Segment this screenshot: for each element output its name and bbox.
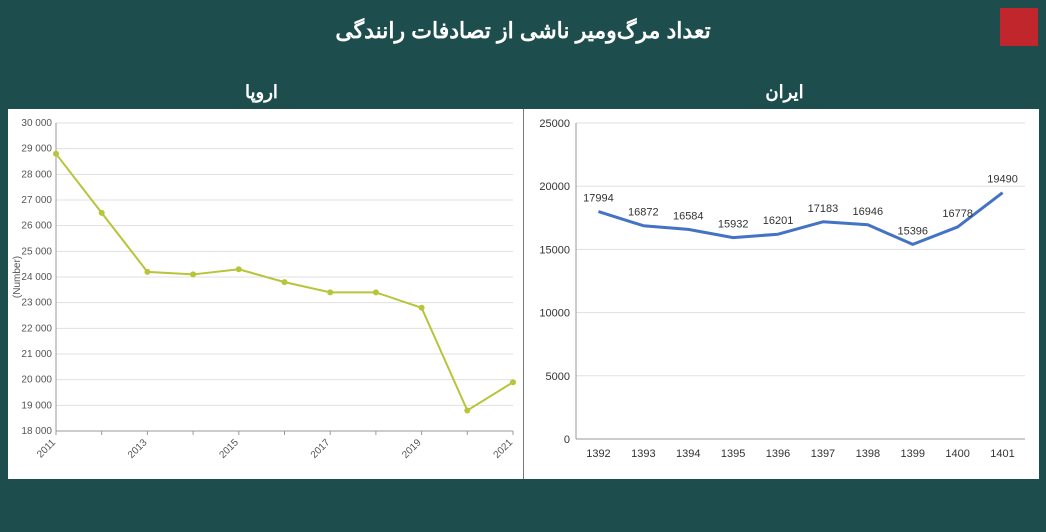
svg-text:1400: 1400 (945, 448, 969, 460)
charts-row: 18 000 19 000 20 000 21 000 22 000 23 000 24 0… (8, 109, 1038, 479)
svg-text:27 000: 27 000 (21, 195, 52, 206)
svg-text:15932: 15932 (718, 219, 749, 231)
chart-panel-iran: 0 5000 10000 15000 20000 25000 1392 1393 1394 139… (523, 109, 1039, 479)
svg-text:2019: 2019 (400, 437, 424, 461)
subtitle-right: ایران (523, 82, 1046, 103)
svg-text:2013: 2013 (126, 437, 150, 461)
svg-text:30 000: 30 000 (21, 118, 52, 129)
subtitles-row: اروپا ایران (0, 82, 1046, 103)
svg-text:1401: 1401 (990, 448, 1014, 460)
svg-text:17994: 17994 (583, 193, 614, 205)
corner-accent (1000, 8, 1038, 46)
svg-text:2017: 2017 (309, 437, 333, 461)
svg-text:25000: 25000 (539, 118, 570, 130)
svg-text:28 000: 28 000 (21, 169, 52, 180)
svg-text:1393: 1393 (631, 448, 655, 460)
svg-text:18 000: 18 000 (21, 426, 52, 437)
svg-text:2021: 2021 (492, 437, 516, 461)
svg-text:24 000: 24 000 (21, 272, 52, 283)
svg-text:22 000: 22 000 (21, 323, 52, 334)
svg-text:(Number): (Number) (12, 256, 23, 298)
svg-text:26 000: 26 000 (21, 221, 52, 232)
svg-text:15396: 15396 (897, 225, 928, 237)
svg-text:1397: 1397 (811, 448, 835, 460)
svg-text:10000: 10000 (539, 308, 570, 320)
svg-text:1392: 1392 (586, 448, 610, 460)
svg-text:29 000: 29 000 (21, 144, 52, 155)
europe-line-chart: 18 000 19 000 20 000 21 000 22 000 23 000 24 0… (8, 109, 523, 479)
chart-panel-europe: 18 000 19 000 20 000 21 000 22 000 23 000 24 0… (8, 109, 523, 479)
iran-line-chart: 0 5000 10000 15000 20000 25000 1392 1393 1394 139… (524, 109, 1039, 479)
page-title: تعداد مرگ‌ومیر ناشی از تصادفات رانندگی (0, 0, 1046, 44)
subtitle-left: اروپا (0, 82, 523, 103)
svg-text:19490: 19490 (987, 174, 1018, 186)
svg-text:16584: 16584 (673, 210, 704, 222)
svg-text:21 000: 21 000 (21, 349, 52, 360)
svg-text:2011: 2011 (35, 437, 58, 460)
svg-text:25 000: 25 000 (21, 246, 52, 257)
svg-text:20 000: 20 000 (21, 375, 52, 386)
svg-text:16778: 16778 (942, 208, 973, 220)
svg-text:16872: 16872 (628, 207, 659, 219)
svg-text:16201: 16201 (763, 215, 794, 227)
svg-text:1398: 1398 (856, 448, 880, 460)
svg-text:1399: 1399 (901, 448, 925, 460)
svg-text:15000: 15000 (539, 244, 570, 256)
svg-text:2015: 2015 (217, 437, 241, 461)
svg-text:1396: 1396 (766, 448, 790, 460)
svg-text:0: 0 (564, 434, 570, 446)
svg-text:1394: 1394 (676, 448, 700, 460)
svg-text:16946: 16946 (853, 206, 884, 218)
svg-text:1395: 1395 (721, 448, 745, 460)
svg-text:19 000: 19 000 (21, 400, 52, 411)
svg-text:23 000: 23 000 (21, 298, 52, 309)
svg-text:17183: 17183 (808, 203, 839, 215)
svg-text:5000: 5000 (546, 371, 570, 383)
svg-text:20000: 20000 (539, 181, 570, 193)
